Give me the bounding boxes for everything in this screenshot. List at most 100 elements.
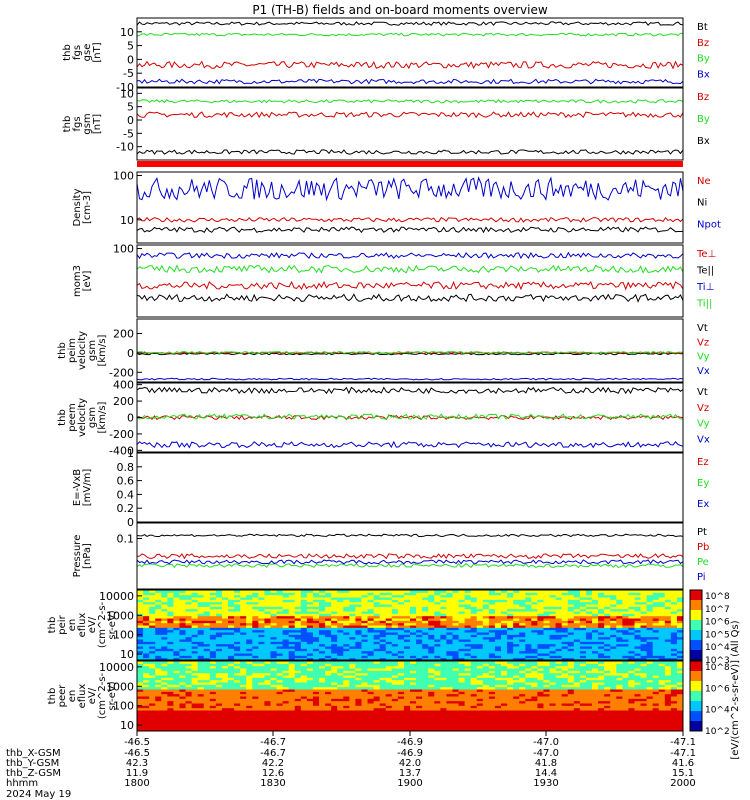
spectrogram-cell — [306, 705, 314, 709]
spectrogram-cell — [312, 594, 320, 598]
spectrogram-cell — [349, 608, 356, 612]
spectrogram-cell — [658, 719, 666, 723]
spectrogram-cell — [306, 615, 314, 619]
spectrogram-cell — [361, 689, 369, 692]
spectrogram-cell — [337, 653, 344, 656]
spectrogram-cell — [385, 608, 393, 612]
spectrogram-cell — [361, 714, 369, 718]
spectrogram-cell — [616, 726, 623, 730]
spectrogram-cell — [525, 655, 532, 659]
spectrogram-cell — [592, 648, 599, 652]
spectrogram-cell — [422, 594, 429, 598]
spectrogram-cell — [634, 679, 642, 683]
spectrogram-cell — [252, 643, 259, 647]
spectrogram-cell — [585, 714, 593, 718]
spectrogram-cell — [240, 714, 247, 718]
spectrogram-cell — [616, 696, 623, 699]
spectrogram-cell — [561, 714, 569, 718]
spectrogram-cell — [622, 728, 629, 732]
spectrogram-cell — [537, 646, 544, 649]
spectrogram-cell — [197, 646, 205, 649]
spectrogram-cell — [434, 655, 441, 659]
spectrogram-cell — [616, 639, 623, 642]
spectrogram-cell — [494, 724, 502, 727]
spectrogram-cell — [240, 618, 247, 621]
spectrogram-cell — [276, 726, 284, 730]
spectrogram-cell — [585, 698, 593, 702]
spectrogram-cell — [561, 698, 569, 702]
spectrogram-cell — [373, 601, 381, 605]
spectrogram-cell — [640, 625, 648, 628]
spectrogram-cell — [294, 611, 302, 614]
spectrogram-cell — [143, 627, 150, 631]
spectrogram-cell — [440, 721, 447, 725]
spectrogram-cell — [319, 679, 326, 683]
spectrogram-cell — [228, 627, 235, 631]
spectrogram-cell — [403, 627, 411, 631]
spectrogram-cell — [658, 597, 666, 600]
spectrogram-cell — [264, 717, 271, 720]
spectrogram-cell — [476, 700, 484, 704]
spectrogram-cell — [573, 724, 581, 727]
spectrogram-cell — [488, 698, 496, 702]
spectrogram-cell — [604, 604, 611, 607]
spectrogram-cell — [343, 601, 350, 605]
spectrogram-cell — [234, 677, 241, 681]
spectrogram-cell — [155, 710, 162, 713]
spectrogram-cell — [640, 597, 648, 600]
y-label-line: gsm — [87, 340, 98, 361]
spectrogram-cell — [610, 693, 617, 697]
spectrogram-cell — [598, 721, 605, 725]
spectrogram-cell — [452, 700, 460, 704]
spectrogram-cell — [422, 686, 429, 690]
spectrogram-cell — [652, 627, 660, 631]
spectrogram-cell — [670, 622, 678, 626]
y-label-line: thb — [47, 617, 58, 634]
spectrogram-cell — [634, 728, 642, 732]
spectrogram-cell — [325, 625, 332, 628]
spectrogram-cell — [488, 650, 496, 654]
spectrogram-cell — [167, 597, 174, 600]
spectrogram-cell — [634, 657, 642, 661]
spectrogram-cell — [628, 636, 635, 640]
spectrogram-cell — [155, 728, 162, 732]
spectrogram-cell — [476, 726, 484, 730]
spectrogram-cell — [555, 677, 563, 681]
spectrogram-cell — [143, 710, 150, 713]
spectrogram-cell — [476, 639, 484, 642]
spectrogram-cell — [355, 682, 362, 685]
spectrogram-cell — [343, 719, 350, 723]
spectrogram-cell — [676, 698, 684, 702]
spectrogram-cell — [670, 618, 678, 621]
spectrogram-cell — [282, 721, 290, 725]
y-label-line: (cm^2-s- — [97, 601, 108, 648]
spectrogram-cell — [507, 724, 514, 727]
spectrogram-cell — [610, 719, 617, 723]
spectrogram-cell — [385, 696, 393, 699]
spectrogram-cell — [288, 597, 296, 600]
spectrogram-cell — [397, 620, 405, 624]
spectrogram-cell — [422, 703, 429, 706]
spectrogram-cell — [452, 682, 460, 685]
spectrogram-cell — [410, 611, 417, 614]
spectrogram-cell — [385, 622, 393, 626]
spectrogram-cell — [555, 643, 563, 647]
spectrogram-cell — [579, 608, 587, 612]
spectrogram-cell — [379, 682, 387, 685]
spectrogram-cell — [179, 686, 187, 690]
spectrogram-cell — [325, 622, 332, 626]
spectrogram-cell — [410, 712, 417, 716]
spectrogram-cell — [422, 705, 429, 709]
spectrogram-cell — [476, 608, 484, 612]
spectrogram-cell — [452, 705, 460, 709]
spectrogram-cell — [312, 719, 320, 723]
legend-Vt: Vt — [697, 323, 708, 334]
spectrogram-cell — [507, 639, 514, 642]
spectrogram-cell — [452, 653, 460, 656]
spectrogram-cell — [640, 643, 648, 647]
spectrogram-cell — [234, 590, 241, 593]
spectrogram-cell — [640, 648, 648, 652]
spectrogram-cell — [585, 618, 593, 621]
spectrogram-cell — [585, 592, 593, 596]
spectrogram-cell — [440, 707, 447, 711]
